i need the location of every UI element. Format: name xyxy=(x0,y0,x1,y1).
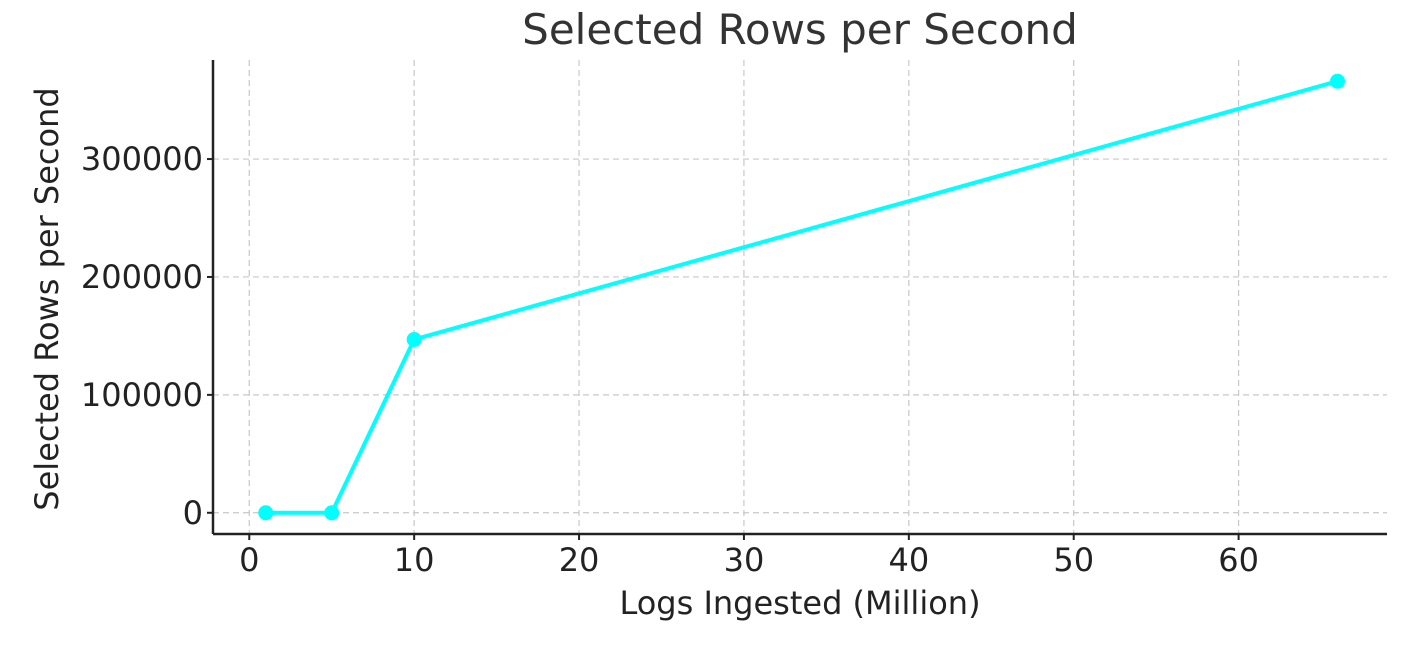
y-tick-label: 300000 xyxy=(81,140,203,178)
grid-lines xyxy=(213,60,1387,534)
data-point xyxy=(324,505,340,521)
y-tick-label: 100000 xyxy=(81,376,203,414)
data-point xyxy=(406,331,422,347)
x-tick-label: 0 xyxy=(239,541,259,579)
y-tick-label: 0 xyxy=(183,494,203,532)
x-tick-label: 60 xyxy=(1218,541,1259,579)
x-tick-label: 50 xyxy=(1053,541,1094,579)
x-tick-label: 10 xyxy=(394,541,435,579)
chart-title: Selected Rows per Second xyxy=(522,5,1078,54)
x-axis-ticks: 0 10 20 30 40 50 60 xyxy=(239,534,1259,579)
axes-spines xyxy=(211,60,1387,536)
y-tick-label: 200000 xyxy=(81,258,203,296)
x-axis-label: Logs Ingested (Million) xyxy=(619,584,980,622)
y-axis-ticks: 0 100000 200000 300000 xyxy=(81,140,213,532)
data-point xyxy=(1330,73,1346,89)
x-tick-label: 20 xyxy=(559,541,600,579)
y-axis-label: Selected Rows per Second xyxy=(28,87,66,510)
x-tick-label: 30 xyxy=(724,541,765,579)
data-point xyxy=(258,505,274,521)
x-tick-label: 40 xyxy=(888,541,929,579)
series-line xyxy=(263,79,1340,515)
data-series xyxy=(258,73,1346,521)
